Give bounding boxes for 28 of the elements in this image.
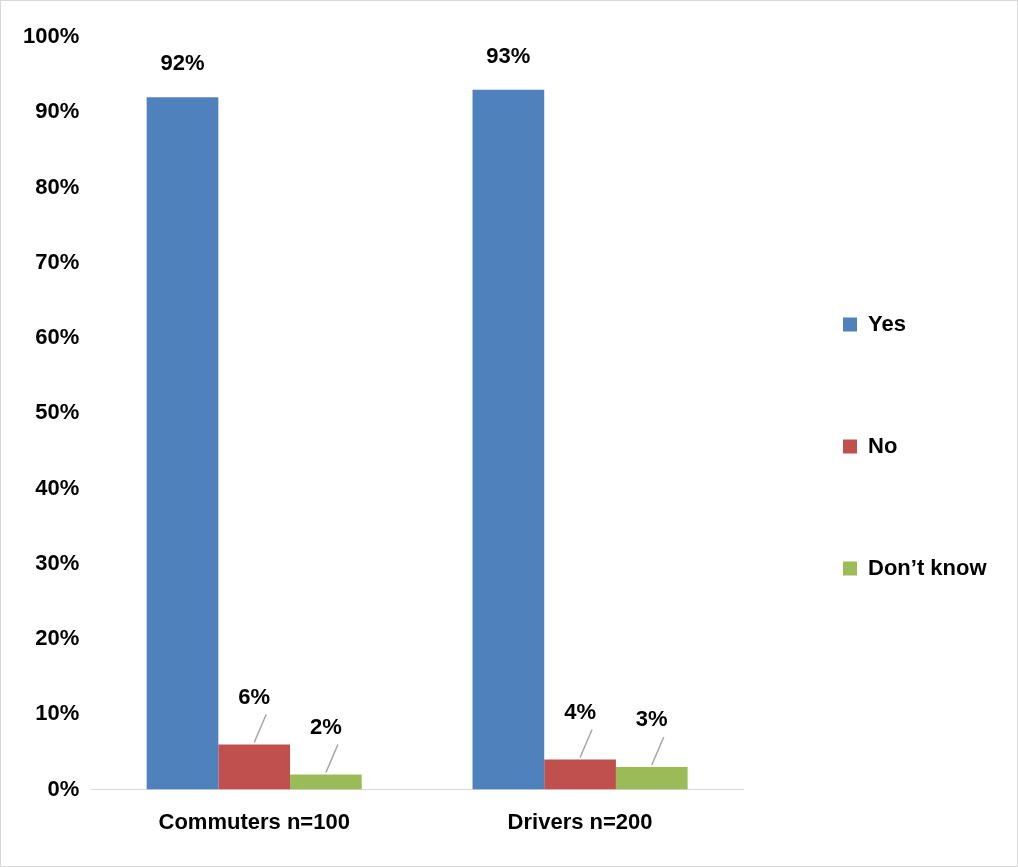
y-tick-label: 10% xyxy=(35,700,80,726)
y-tick-label: 90% xyxy=(35,98,80,124)
text: 4% xyxy=(564,698,596,724)
y-tick-label: 60% xyxy=(35,324,80,350)
text: 92% xyxy=(160,50,205,76)
y-tick-label: 80% xyxy=(35,173,80,199)
legend-label: Don’t know xyxy=(868,554,988,580)
bar xyxy=(472,89,545,790)
legend-label: No xyxy=(868,432,898,458)
x-tick-label: Drivers n=200 xyxy=(507,808,653,834)
bar xyxy=(146,97,219,790)
text: 93% xyxy=(486,42,531,68)
bar xyxy=(218,744,291,790)
bar xyxy=(615,767,688,790)
y-tick-label: 20% xyxy=(35,625,80,651)
text: 2% xyxy=(309,713,342,739)
bar xyxy=(290,774,362,790)
legend-label: Yes xyxy=(868,310,906,336)
y-tick-label: 70% xyxy=(35,248,80,274)
y-tick-label: 50% xyxy=(35,399,80,425)
bar xyxy=(544,759,616,790)
x-tick-label: Commuters n=100 xyxy=(158,808,350,834)
text: 6% xyxy=(238,683,271,709)
y-tick-label: 30% xyxy=(35,549,80,575)
text: 3% xyxy=(635,706,668,732)
y-tick-label: 0% xyxy=(47,775,80,801)
y-tick-label: 100% xyxy=(22,23,80,49)
y-tick-label: 40% xyxy=(35,474,80,500)
